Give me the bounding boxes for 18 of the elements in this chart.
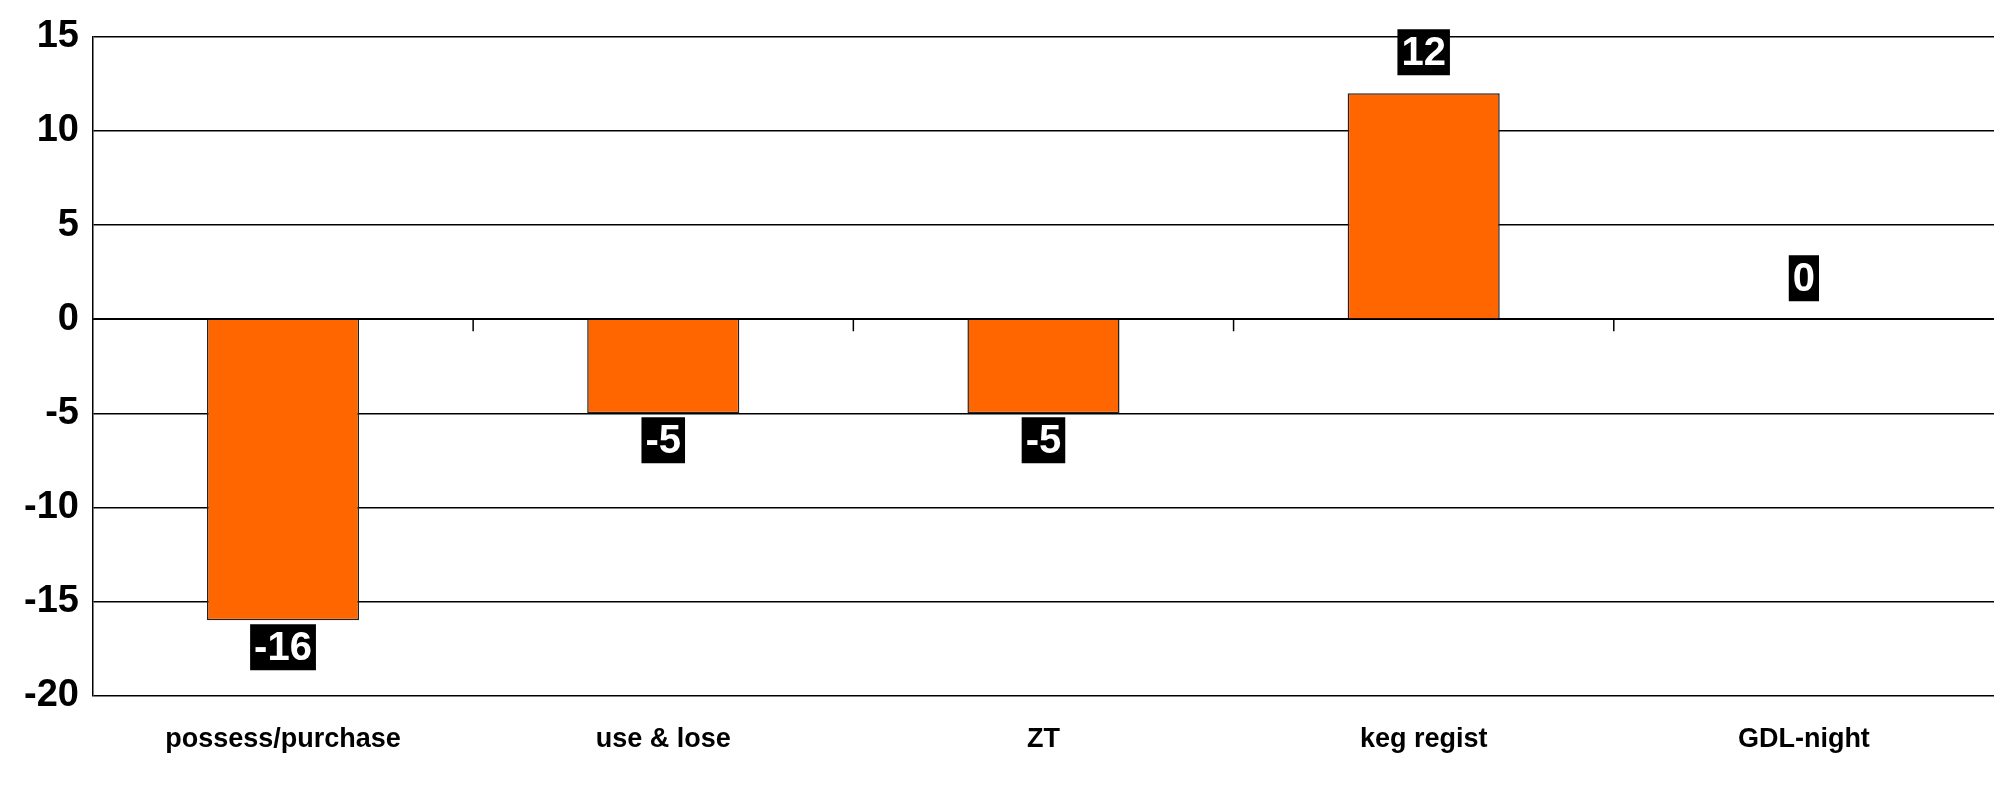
data-label: -16 — [254, 624, 312, 669]
x-tick-label: possess/purchase — [165, 723, 401, 754]
y-tick-label: -20 — [24, 672, 79, 715]
x-tick-label: GDL-night — [1737, 723, 1870, 754]
y-tick-label: -10 — [24, 483, 79, 526]
x-tick-label: keg regist — [1359, 723, 1488, 754]
x-tick-label: use & lose — [595, 723, 731, 754]
y-tick-label: -5 — [45, 389, 79, 432]
data-label: -5 — [1025, 417, 1062, 462]
y-tick-label: 0 — [57, 295, 79, 338]
y-tick-label: -15 — [24, 577, 79, 620]
x-tick-label: ZT — [1026, 723, 1061, 754]
data-label: -5 — [645, 417, 682, 462]
y-tick-label: 10 — [36, 107, 79, 150]
y-tick-label: 15 — [36, 13, 79, 56]
y-tick-label: 5 — [57, 201, 79, 244]
data-label: 12 — [1401, 29, 1446, 74]
data-label: 0 — [1792, 255, 1816, 300]
